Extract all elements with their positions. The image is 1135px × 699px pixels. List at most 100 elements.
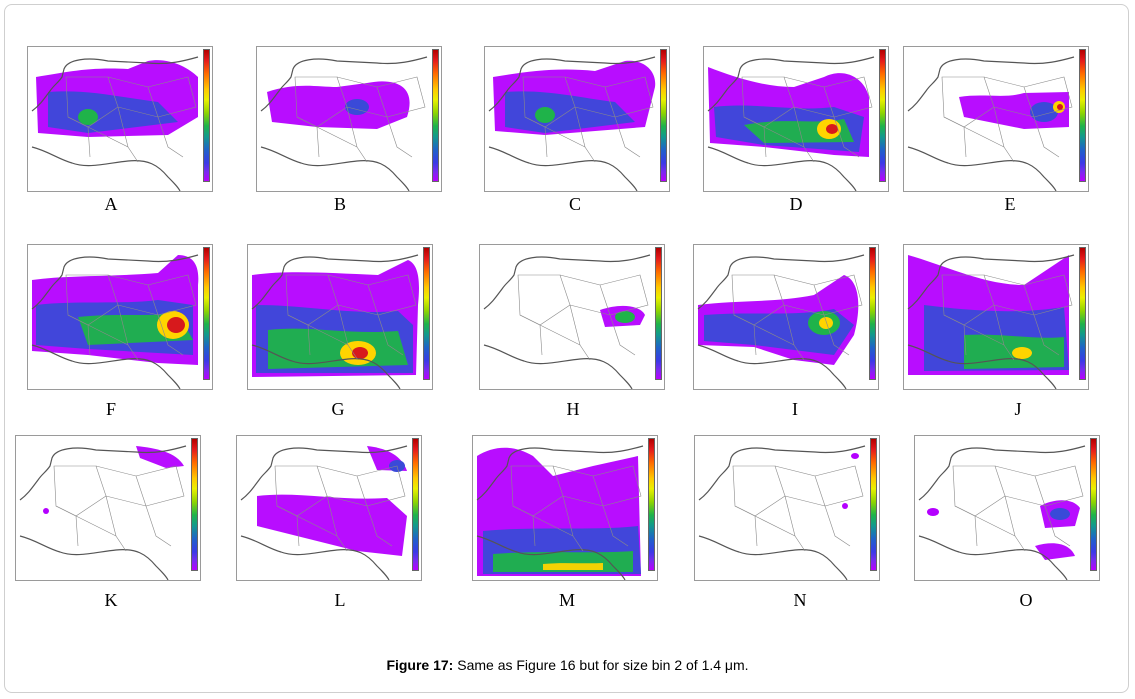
country-border-e-2 (1023, 76, 1073, 118)
colorbar-m (648, 438, 655, 571)
aerosol-plume-l-0 (257, 494, 407, 556)
panel-label-j: J (1014, 399, 1022, 419)
country-border-i-5 (823, 314, 850, 356)
country-border-b-0 (294, 76, 348, 128)
country-border-j-0 (941, 274, 995, 326)
colorbar-g (423, 247, 430, 380)
map-d (703, 46, 889, 192)
coastline-l (240, 445, 408, 580)
map-l (236, 435, 422, 581)
country-border-c-5 (614, 116, 641, 158)
country-border-k-1 (95, 465, 147, 507)
country-border-j-1 (983, 274, 1035, 316)
figure-caption: Figure 17: Same as Figure 16 but for siz… (0, 657, 1135, 673)
country-border-j-2 (1023, 274, 1073, 316)
colorbar-l (412, 438, 419, 571)
country-border-c-1 (564, 76, 616, 118)
colorbar-h (655, 247, 662, 380)
country-border-k-3 (55, 505, 79, 547)
map-svg-c (488, 56, 656, 191)
country-border-h-2 (599, 274, 649, 316)
country-border-o-2 (1034, 465, 1084, 507)
coastline-j (907, 254, 1075, 389)
panel-label-m: M (558, 590, 575, 610)
country-border-k-5 (145, 505, 172, 547)
country-border-f-6 (87, 324, 129, 346)
colorbar-b (432, 49, 439, 182)
colorbar-n (870, 438, 877, 571)
country-border-d-0 (741, 76, 795, 128)
panel-label-f: F (105, 399, 116, 419)
panel-label-g: G (331, 399, 345, 419)
map-svg-j (907, 254, 1075, 389)
aerosol-plume-o-1 (1050, 508, 1070, 520)
map-panel-c (484, 46, 670, 192)
country-border-b-2 (376, 76, 426, 118)
caption-text: Same as Figure 16 but for size bin 2 of … (453, 657, 749, 673)
map-panel-a (27, 46, 213, 192)
aerosol-plume-c-2 (535, 107, 555, 123)
colorbar-o (1090, 438, 1097, 571)
aerosol-plume-b-0 (267, 81, 410, 129)
coastline-g (251, 254, 419, 389)
country-border-j-6 (963, 324, 1005, 346)
country-border-n-6 (754, 515, 796, 537)
country-border-c-0 (522, 76, 576, 128)
map-svg-b (260, 56, 428, 191)
country-border-g-1 (327, 274, 379, 316)
country-border-n-1 (774, 465, 826, 507)
caption-label: Figure 17: (386, 657, 454, 673)
map-panel-f (27, 244, 213, 390)
country-border-d-6 (763, 126, 805, 148)
panel-label-i: I (792, 399, 798, 419)
country-border-k-0 (53, 465, 107, 517)
country-border-l-0 (274, 465, 328, 517)
map-panel-g (247, 244, 433, 390)
country-border-e-3 (943, 116, 967, 158)
country-border-l-5 (366, 505, 393, 547)
country-border-e-1 (983, 76, 1035, 118)
coastline-b (260, 56, 428, 191)
country-border-h-0 (517, 274, 571, 326)
country-border-d-2 (823, 76, 873, 118)
map-svg-n (698, 445, 866, 580)
panel-label-l: L (334, 590, 346, 610)
country-border-d-5 (833, 116, 860, 158)
country-border-i-0 (731, 274, 785, 326)
country-border-l-1 (316, 465, 368, 507)
colorbar-f (203, 247, 210, 380)
map-svg-k (19, 445, 187, 580)
country-border-e-0 (941, 76, 995, 128)
coastline-f (31, 254, 199, 389)
country-border-a-5 (157, 116, 184, 158)
country-border-n-5 (824, 505, 851, 547)
figure-frame (4, 4, 1129, 693)
country-border-d-1 (783, 76, 835, 118)
aerosol-plume-k-0 (136, 446, 184, 468)
country-border-g-0 (285, 274, 339, 326)
country-border-f-5 (157, 314, 184, 356)
map-g (247, 244, 433, 390)
map-o (914, 435, 1100, 581)
coastline-h (483, 254, 651, 389)
country-border-e-6 (963, 126, 1005, 148)
country-border-n-2 (814, 465, 864, 507)
panel-label-k: K (104, 590, 118, 610)
country-border-c-2 (604, 76, 654, 118)
country-border-f-2 (147, 274, 197, 316)
map-svg-h (483, 254, 651, 389)
coastline-a (31, 56, 199, 191)
country-border-m-6 (532, 515, 574, 537)
country-border-a-0 (65, 76, 119, 128)
country-border-o-4 (1004, 495, 1026, 552)
coastline-m (476, 445, 644, 580)
coastline-e (907, 56, 1075, 191)
aerosol-plume-g-2 (268, 328, 408, 369)
map-svg-m (476, 445, 644, 580)
country-border-e-5 (1033, 116, 1060, 158)
map-panel-h (479, 244, 665, 390)
map-a (27, 46, 213, 192)
country-border-h-4 (569, 304, 591, 361)
map-panel-b (256, 46, 442, 192)
country-border-g-6 (307, 324, 349, 346)
